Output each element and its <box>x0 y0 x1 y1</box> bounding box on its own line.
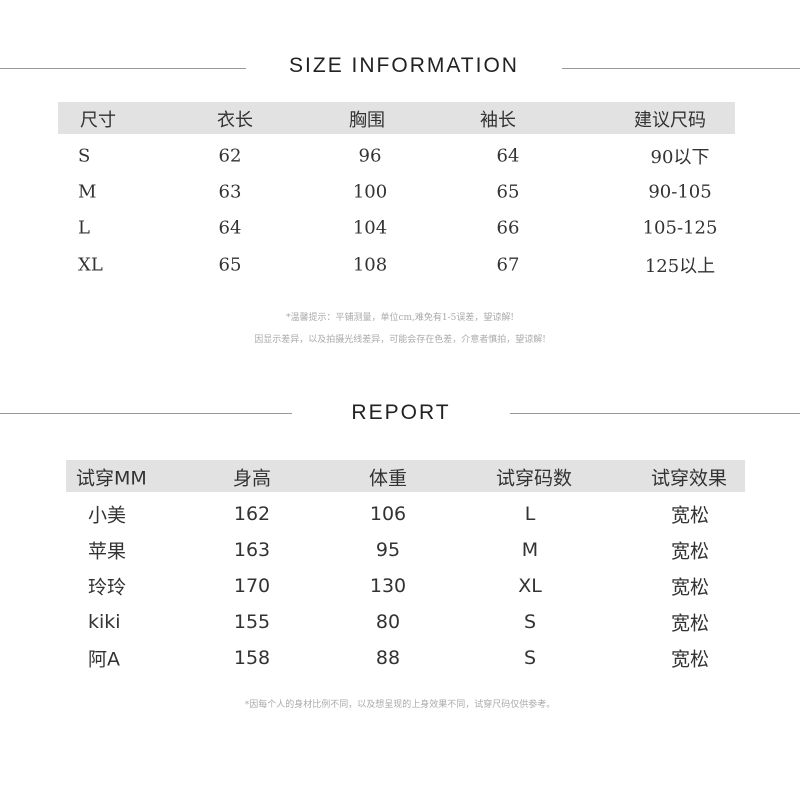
table-cell: 100 <box>352 181 388 203</box>
table-cell: 65 <box>496 181 520 203</box>
table-cell: 64 <box>496 145 520 167</box>
table-cell: 155 <box>233 611 271 633</box>
column-header: 试穿码数 <box>495 467 573 490</box>
table-cell: 125以上 <box>644 256 716 277</box>
table-cell: 宽松 <box>670 648 710 671</box>
column-header: 试穿MM <box>76 467 147 490</box>
table-cell: 62 <box>218 145 242 167</box>
column-header: 尺寸 <box>80 110 116 131</box>
size-info-title: SIZE INFORMATION <box>289 54 519 77</box>
table-cell: 170 <box>233 575 271 597</box>
column-header: 体重 <box>368 467 408 490</box>
report-table-header-bar <box>66 460 745 492</box>
divider-right <box>562 68 800 69</box>
table-cell: S <box>523 611 537 633</box>
table-cell: 90-105 <box>648 181 712 203</box>
table-cell: 玲玲 <box>88 576 127 599</box>
table-cell: XL <box>78 254 103 276</box>
table-cell: 108 <box>352 254 388 276</box>
table-cell: 130 <box>369 575 407 597</box>
table-cell: 65 <box>218 254 242 276</box>
column-header: 胸围 <box>349 110 385 131</box>
table-cell: 66 <box>496 217 520 239</box>
table-cell: 80 <box>375 611 401 633</box>
table-cell: 104 <box>352 217 388 239</box>
table-cell: 95 <box>375 539 401 561</box>
table-cell: S <box>523 647 537 669</box>
table-cell: S <box>78 145 91 167</box>
column-header: 衣长 <box>217 110 253 131</box>
divider-left-2 <box>0 413 292 414</box>
table-cell: 阿A <box>88 648 120 671</box>
column-header: 建议尺码 <box>634 110 706 131</box>
table-cell: 64 <box>218 217 242 239</box>
report-note: *因每个人的身材比例不同，以及想呈现的上身效果不同，试穿尺码仅供参考。 <box>244 700 556 710</box>
table-cell: L <box>524 503 536 525</box>
table-cell: 67 <box>496 254 520 276</box>
column-header: 身高 <box>232 467 272 490</box>
table-cell: 小美 <box>88 504 127 527</box>
table-cell: 宽松 <box>670 612 710 635</box>
table-cell: 苹果 <box>88 540 127 563</box>
size-note-1: *温馨提示：平铺测量，单位cm,难免有1-5误差，望谅解! <box>285 313 515 323</box>
table-cell: M <box>78 181 97 203</box>
table-cell: 96 <box>358 145 382 167</box>
column-header: 袖长 <box>480 110 516 131</box>
table-cell: 163 <box>233 539 271 561</box>
table-cell: 162 <box>233 503 271 525</box>
table-cell: 90以下 <box>650 147 710 168</box>
size-note-2: 因显示差异，以及拍摄光线差异，可能会存在色差，介意者慎拍，望谅解! <box>254 335 546 345</box>
table-cell: kiki <box>88 611 121 633</box>
divider-right-2 <box>510 413 800 414</box>
column-header: 试穿效果 <box>650 467 728 490</box>
table-cell: 宽松 <box>670 504 710 527</box>
table-cell: 63 <box>218 181 242 203</box>
table-cell: 105-125 <box>642 217 718 239</box>
report-title: REPORT <box>351 401 451 424</box>
table-cell: 106 <box>369 503 407 525</box>
table-cell: 宽松 <box>670 540 710 563</box>
table-cell: L <box>78 217 90 239</box>
divider-left <box>0 68 246 69</box>
table-cell: XL <box>518 575 542 597</box>
table-cell: 宽松 <box>670 576 710 599</box>
table-cell: 158 <box>233 647 271 669</box>
table-cell: M <box>521 539 539 561</box>
size-table-header-bar <box>58 102 735 134</box>
table-cell: 88 <box>375 647 401 669</box>
